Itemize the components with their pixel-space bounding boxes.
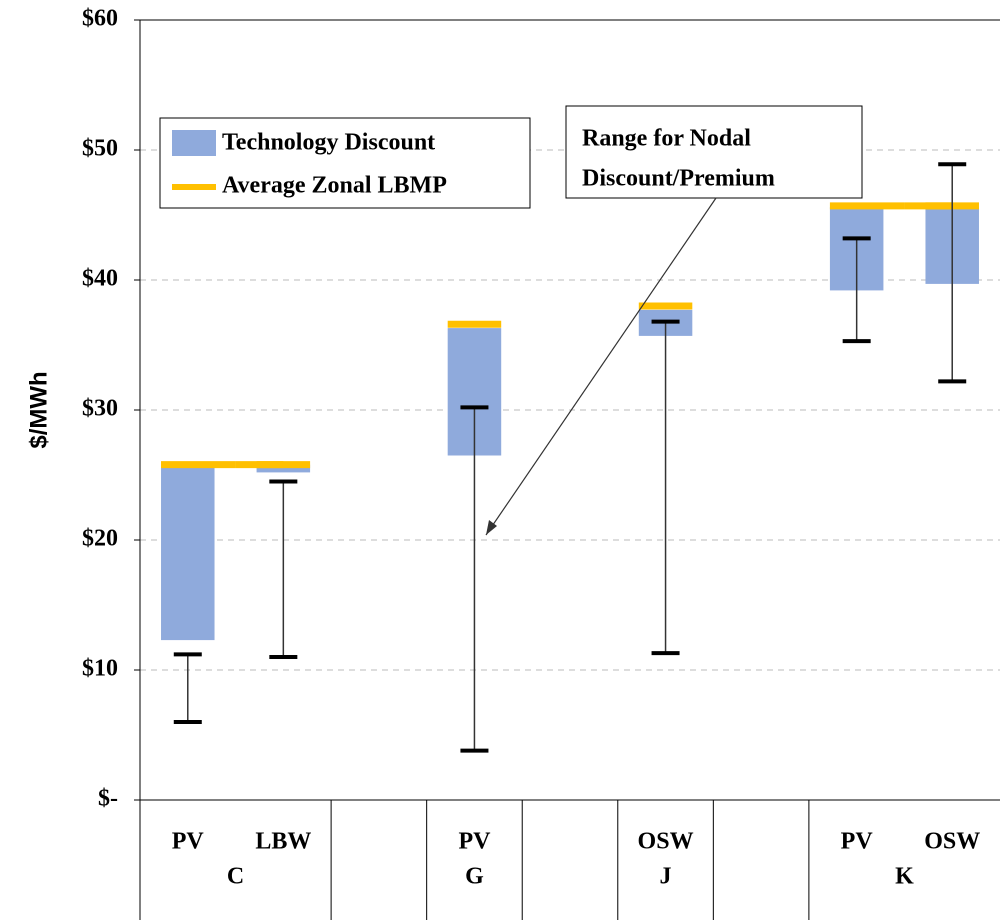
annotation-box [565, 105, 863, 199]
group-label: C [227, 864, 244, 890]
annotation-arrowhead [486, 520, 497, 535]
x-tick-label: PV [841, 829, 874, 855]
y-tick-label: $20 [82, 526, 118, 552]
annotation-arrow [485, 197, 717, 536]
y-tick-label: $50 [82, 136, 118, 162]
discount-bar [161, 464, 215, 641]
y-axis-title: $/MWh [25, 371, 52, 448]
legend-label: Average Zonal LBMP [222, 173, 447, 199]
legend-label: Technology Discount [222, 130, 435, 156]
x-tick-label: PV [458, 829, 491, 855]
y-tick-label: $10 [82, 656, 118, 682]
legend-box [159, 117, 531, 209]
y-tick-label: $- [98, 786, 118, 812]
x-tick-label: PV [172, 829, 205, 855]
discount-bar [256, 464, 311, 473]
group-label: J [660, 864, 672, 890]
legend-swatch [172, 130, 216, 156]
group-label: G [465, 864, 484, 890]
y-tick-label: $60 [82, 6, 118, 32]
group-label: K [895, 864, 914, 890]
y-tick-label: $30 [82, 396, 118, 422]
x-tick-label: OSW [638, 829, 694, 855]
y-tick-label: $40 [82, 266, 118, 292]
x-tick-label: OSW [924, 829, 980, 855]
x-tick-label: LBW [255, 829, 311, 855]
annotation-text: Range for Nodal [582, 126, 751, 152]
annotation-text: Discount/Premium [582, 166, 775, 192]
